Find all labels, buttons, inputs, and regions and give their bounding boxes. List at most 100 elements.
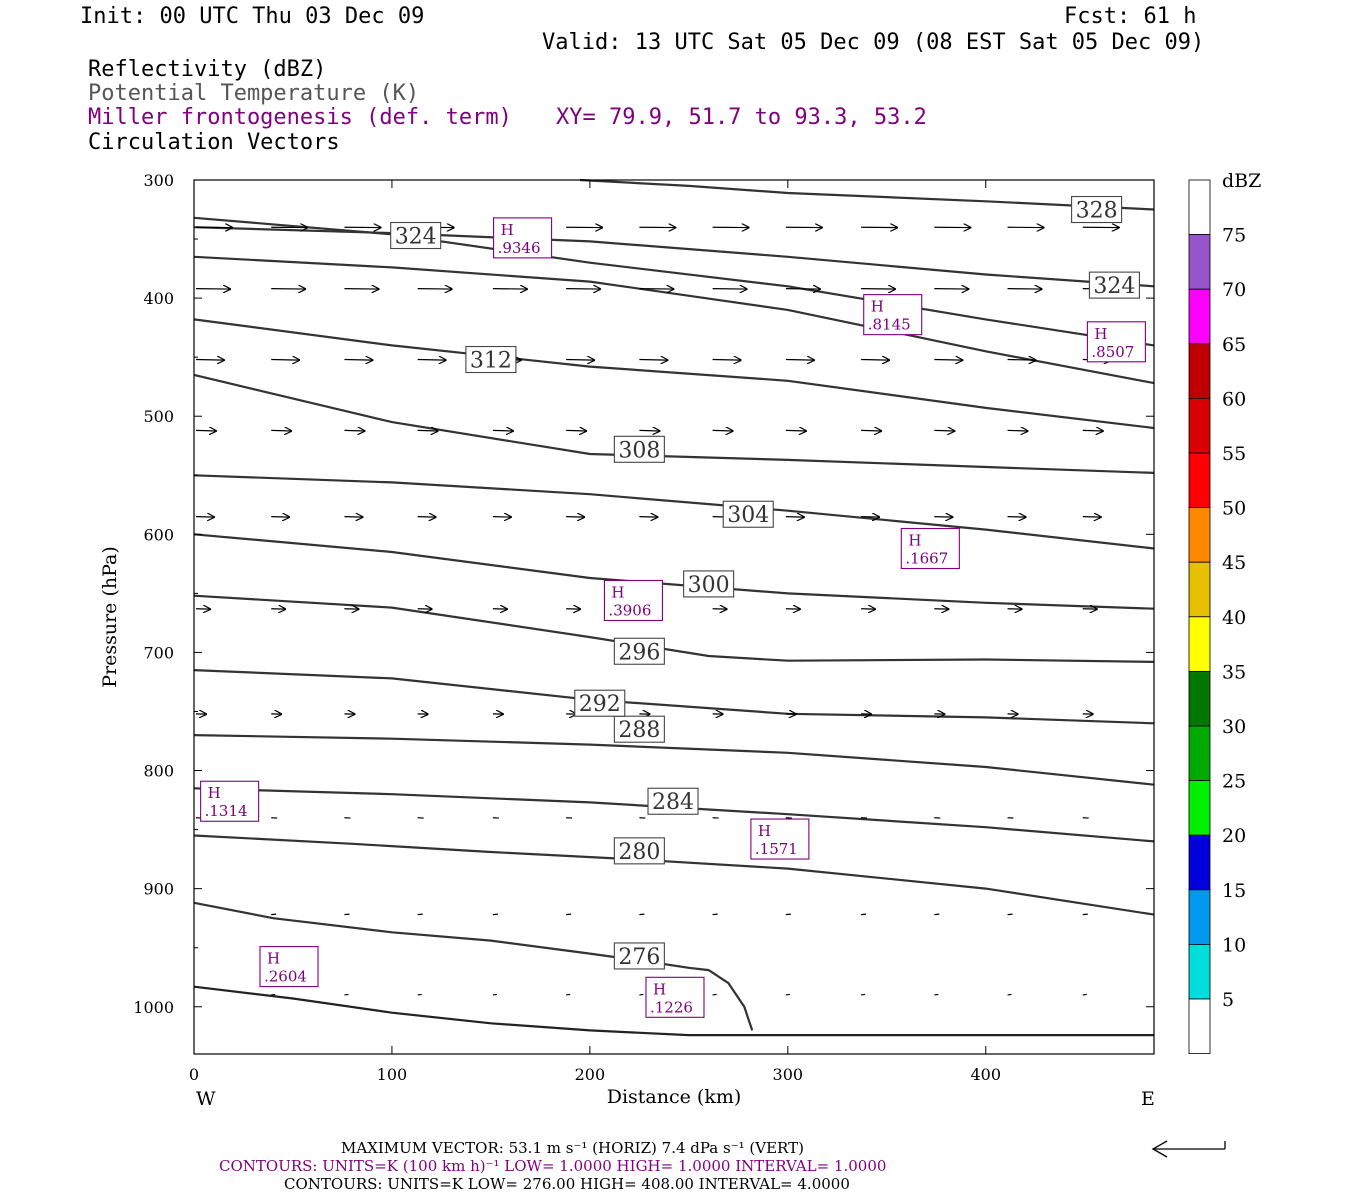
circulation-vector	[417, 913, 423, 916]
colorbar-segment	[1188, 834, 1211, 891]
fronto-max-mark-3: H	[908, 531, 921, 549]
y-tick-label: 1000	[133, 998, 174, 1017]
west-label: W	[196, 1088, 216, 1110]
fronto-max-box-1	[863, 294, 923, 336]
y-tick-label: 600	[143, 525, 174, 544]
circulation-vector	[1082, 993, 1087, 996]
fronto-max-box-0	[493, 217, 553, 259]
y-tick-label: 700	[143, 643, 174, 662]
circulation-vector	[712, 913, 718, 916]
y-axis-label: Pressure (hPa)	[99, 546, 121, 688]
init-time: Init: 00 UTC Thu 03 Dec 09	[80, 4, 425, 29]
circulation-vector	[344, 913, 350, 916]
x-tick-label: 300	[773, 1065, 804, 1084]
colorbar-level-label: 60	[1222, 388, 1246, 410]
fronto-max-mark-1: H	[871, 298, 884, 316]
theta-label-276: 276	[618, 945, 660, 970]
circulation-vector	[417, 430, 438, 431]
theta-label-324-box	[1088, 271, 1140, 299]
theta-contour-note: CONTOURS: UNITS=K LOW= 276.00 HIGH= 408.…	[284, 1175, 850, 1193]
legend-reflectivity: Reflectivity (dBZ)	[88, 57, 327, 82]
east-label: E	[1141, 1088, 1155, 1110]
circulation-vector	[344, 360, 372, 361]
colorbar-segment	[1188, 343, 1211, 399]
circulation-vector	[639, 430, 659, 431]
circulation-vector	[1007, 430, 1028, 431]
fronto-max-value-8: .1226	[650, 998, 693, 1016]
theta-label-280-box	[613, 837, 665, 865]
fronto-max-value-0: .9346	[498, 239, 541, 257]
circulation-vector	[639, 913, 645, 916]
theta-label-308: 308	[618, 438, 660, 463]
valid-time: Valid: 13 UTC Sat 05 Dec 09 (08 EST Sat …	[542, 30, 1205, 55]
colorbar-level-label: 15	[1222, 880, 1246, 902]
colorbar-level-label: 70	[1222, 279, 1246, 301]
theta-label-288-box	[613, 715, 665, 743]
fronto-max-value-4: .3906	[608, 601, 651, 619]
colorbar-level-label: 40	[1222, 607, 1246, 629]
circulation-vector	[934, 360, 962, 361]
y-tick-label: 900	[143, 880, 174, 899]
circulation-vector	[860, 993, 866, 996]
terrain-line	[193, 985, 1154, 1037]
theta-label-308-box	[613, 435, 665, 463]
theta-label-300-box	[683, 570, 735, 598]
colorbar-level-label: 55	[1222, 443, 1246, 465]
circulation-vector	[195, 430, 216, 431]
fronto-max-mark-0: H	[501, 221, 514, 239]
max-vector-note: MAXIMUM VECTOR: 53.1 m s⁻¹ (HORIZ) 7.4 d…	[341, 1139, 804, 1157]
circulation-vector	[639, 993, 644, 996]
theta-contour-300	[193, 533, 1155, 610]
fronto-max-box-2	[1086, 321, 1146, 363]
legend-circulation-vectors: Circulation Vectors	[88, 130, 340, 155]
circulation-vector	[492, 430, 513, 431]
circulation-vector	[861, 360, 889, 361]
circulation-vector	[271, 913, 277, 916]
circulation-vector	[785, 360, 814, 361]
theta-label-312-box	[465, 345, 517, 374]
circulation-vector	[271, 517, 289, 518]
circulation-vector	[934, 430, 954, 431]
theta-label-284: 284	[652, 790, 694, 815]
circulation-vector	[712, 993, 717, 996]
colorbar-segment	[1188, 507, 1211, 563]
circulation-vector	[417, 993, 422, 996]
colorbar-segment	[1188, 616, 1211, 672]
theta-label-292: 292	[579, 692, 621, 717]
fronto-max-box-3	[900, 527, 960, 570]
circulation-vector	[785, 517, 804, 518]
y-tick-label: 500	[143, 407, 174, 426]
circulation-vector	[639, 360, 667, 361]
fronto-max-value-3: .1667	[905, 549, 948, 567]
theta-contour-292	[193, 669, 1155, 725]
colorbar-segment	[1188, 889, 1211, 945]
theta-contour-324	[193, 226, 1155, 288]
theta-contour-328	[579, 178, 1155, 211]
circulation-vector	[934, 913, 940, 916]
theta-label-292-box	[574, 689, 626, 717]
circulation-vector	[1082, 913, 1088, 916]
circulation-vector	[566, 517, 584, 518]
theta-label-304: 304	[727, 503, 769, 528]
circulation-vector	[344, 517, 362, 518]
colorbar-level-label: 75	[1222, 225, 1246, 247]
theta-label-extra-0-box	[390, 221, 442, 250]
circulation-vector	[492, 517, 511, 518]
theta-label-312: 312	[470, 349, 512, 374]
circulation-vector	[712, 430, 733, 431]
colorbar-level-label: 65	[1222, 334, 1246, 356]
fronto-max-value-5: .1314	[205, 802, 248, 820]
colorbar-segment	[1188, 725, 1211, 781]
y-tick-label: 800	[143, 762, 174, 781]
circulation-vector	[492, 993, 497, 996]
circulation-vector	[271, 430, 291, 431]
circulation-vector	[861, 430, 881, 431]
circulation-vector	[566, 993, 571, 996]
circulation-vector	[271, 360, 299, 361]
circulation-vector	[492, 913, 498, 916]
circulation-vector	[861, 517, 879, 518]
theta-label-288: 288	[618, 718, 660, 743]
theta-contour-304	[193, 474, 1155, 550]
theta-label-280: 280	[618, 840, 660, 865]
colorbar-level-label: 20	[1222, 825, 1246, 847]
